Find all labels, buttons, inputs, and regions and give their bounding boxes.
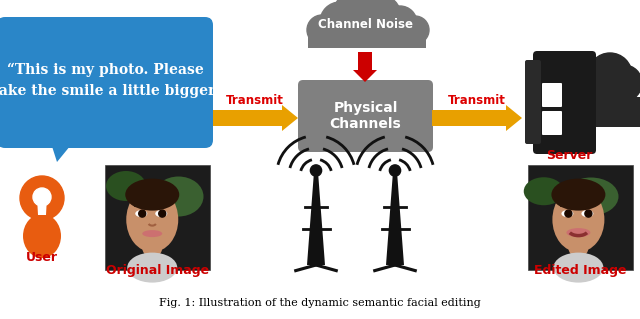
Circle shape — [401, 16, 429, 44]
Polygon shape — [37, 197, 47, 215]
Text: Physical
Channels: Physical Channels — [330, 101, 401, 131]
Ellipse shape — [554, 253, 604, 283]
Polygon shape — [353, 52, 377, 82]
Circle shape — [565, 210, 572, 217]
Text: Fig. 1: Illustration of the dynamic semantic facial editing: Fig. 1: Illustration of the dynamic sema… — [159, 298, 481, 308]
Circle shape — [611, 94, 640, 126]
Polygon shape — [307, 175, 325, 265]
Text: Server: Server — [547, 149, 593, 162]
FancyBboxPatch shape — [528, 165, 633, 270]
Circle shape — [359, 0, 401, 37]
Circle shape — [383, 6, 417, 40]
Text: Channel Noise: Channel Noise — [317, 19, 413, 32]
Ellipse shape — [568, 238, 588, 258]
Circle shape — [581, 94, 613, 126]
Text: Original Image: Original Image — [106, 264, 209, 277]
Circle shape — [588, 53, 632, 97]
FancyBboxPatch shape — [298, 80, 433, 152]
Polygon shape — [213, 105, 298, 131]
Text: Transmit: Transmit — [226, 93, 284, 107]
FancyBboxPatch shape — [308, 26, 426, 48]
Polygon shape — [50, 140, 75, 162]
FancyBboxPatch shape — [587, 97, 640, 127]
Text: Edited Image: Edited Image — [534, 264, 627, 277]
Ellipse shape — [563, 177, 618, 216]
Ellipse shape — [561, 210, 573, 217]
Circle shape — [20, 176, 64, 220]
Polygon shape — [432, 105, 522, 131]
Circle shape — [33, 188, 51, 206]
Circle shape — [139, 210, 146, 217]
Ellipse shape — [566, 228, 590, 237]
Circle shape — [389, 165, 401, 176]
Polygon shape — [386, 175, 404, 265]
Ellipse shape — [154, 176, 204, 217]
Ellipse shape — [135, 210, 147, 217]
Ellipse shape — [127, 253, 177, 283]
Ellipse shape — [156, 210, 167, 217]
Circle shape — [334, 0, 382, 37]
Circle shape — [577, 65, 617, 105]
FancyBboxPatch shape — [105, 165, 210, 270]
Text: User: User — [26, 251, 58, 264]
Text: Transmit: Transmit — [448, 93, 506, 107]
Ellipse shape — [524, 177, 564, 205]
Ellipse shape — [142, 230, 163, 237]
Ellipse shape — [23, 214, 61, 258]
Circle shape — [307, 15, 337, 45]
FancyBboxPatch shape — [542, 83, 562, 107]
Circle shape — [606, 65, 640, 101]
Ellipse shape — [552, 187, 604, 252]
FancyBboxPatch shape — [525, 60, 541, 144]
FancyBboxPatch shape — [0, 17, 213, 148]
Circle shape — [585, 210, 592, 217]
FancyBboxPatch shape — [542, 111, 562, 135]
Ellipse shape — [581, 210, 593, 217]
Text: “This is my photo. Please
make the smile a little bigger.”: “This is my photo. Please make the smile… — [0, 63, 227, 98]
Ellipse shape — [142, 238, 163, 258]
Ellipse shape — [106, 171, 146, 201]
Circle shape — [159, 210, 166, 217]
Ellipse shape — [126, 187, 179, 252]
Circle shape — [310, 165, 322, 176]
Ellipse shape — [125, 179, 179, 211]
FancyBboxPatch shape — [533, 51, 596, 154]
Circle shape — [320, 2, 360, 42]
Ellipse shape — [552, 179, 605, 211]
